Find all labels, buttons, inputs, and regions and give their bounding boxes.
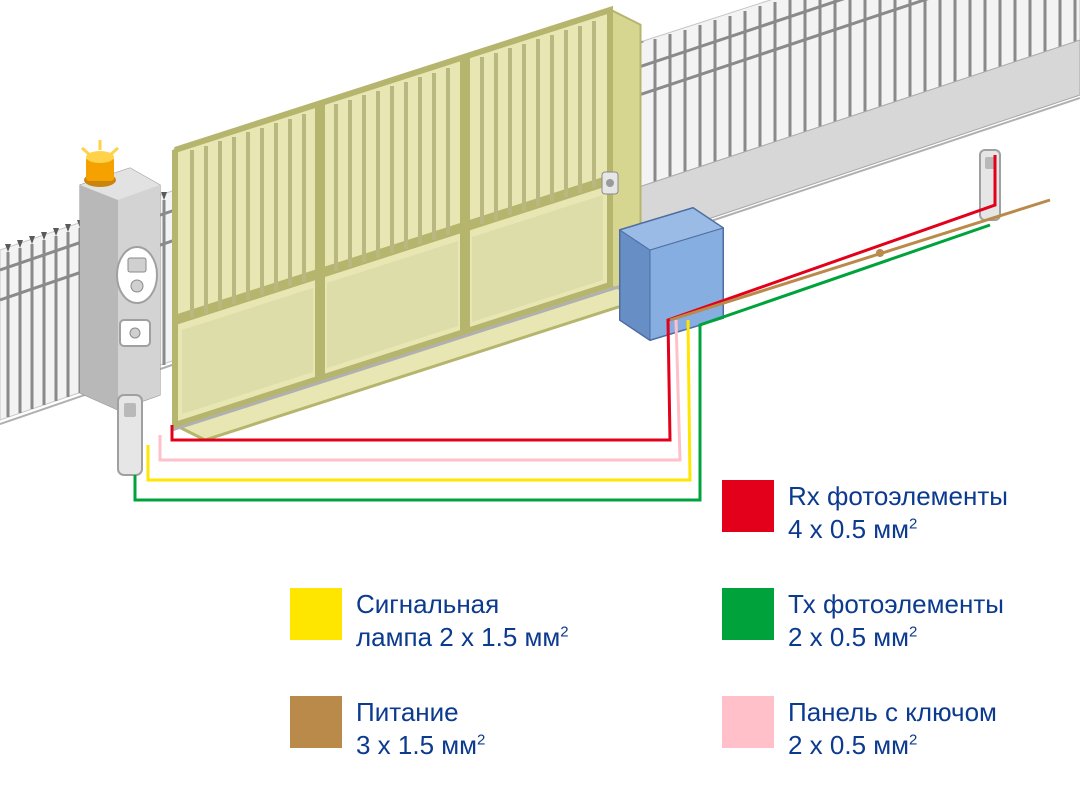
swatch-brown-icon: [290, 696, 342, 748]
gate-diagram-svg: [0, 0, 1080, 800]
warning-lamp-icon: [82, 140, 118, 187]
legend-item-rx: Rx фотоэлементы 4 х 0.5 мм2: [722, 480, 1008, 545]
diagram-stage: Rx фотоэлементы 4 х 0.5 мм2 Тх фотоэлеме…: [0, 0, 1080, 800]
legend-label: Сигнальная: [356, 589, 499, 619]
swatch-green-icon: [722, 588, 774, 640]
legend-item-tx: Тх фотоэлементы 2 х 0.5 мм2: [722, 588, 1004, 653]
photocell-left-icon: [118, 395, 142, 475]
brown-splice-icon: [876, 249, 884, 257]
pillar-sensor-icon: [602, 172, 618, 194]
legend-label: Rx фотоэлементы: [788, 481, 1008, 511]
secondary-panel-icon: [120, 320, 150, 346]
key-panel-icon: [117, 247, 157, 303]
legend-unit-sup: 2: [909, 623, 917, 640]
legend-spec: 2 х 0.5 мм: [788, 622, 909, 652]
legend-item-power: Питание 3 х 1.5 мм2: [290, 696, 485, 761]
legend-label: Панель с ключом: [788, 697, 997, 727]
legend-unit-sup: 2: [909, 731, 917, 748]
legend-spec: 4 х 0.5 мм: [788, 514, 909, 544]
legend-spec: лампа 2 х 1.5 мм: [356, 622, 560, 652]
legend-unit-sup: 2: [560, 623, 568, 640]
legend-item-keypanel: Панель с ключом 2 х 0.5 мм2: [722, 696, 997, 761]
legend-unit-sup: 2: [909, 515, 917, 532]
sliding-gate: [175, 10, 640, 440]
legend-spec: 2 х 0.5 мм: [788, 730, 909, 760]
legend-label: Тх фотоэлементы: [788, 589, 1004, 619]
legend-label: Питание: [356, 697, 459, 727]
swatch-yellow-icon: [290, 588, 342, 640]
legend-spec: 3 х 1.5 мм: [356, 730, 477, 760]
swatch-red-icon: [722, 480, 774, 532]
cable-brown: [670, 200, 1050, 320]
legend-unit-sup: 2: [477, 731, 485, 748]
legend-item-lamp: Сигнальная лампа 2 х 1.5 мм2: [290, 588, 569, 653]
swatch-pink-icon: [722, 696, 774, 748]
